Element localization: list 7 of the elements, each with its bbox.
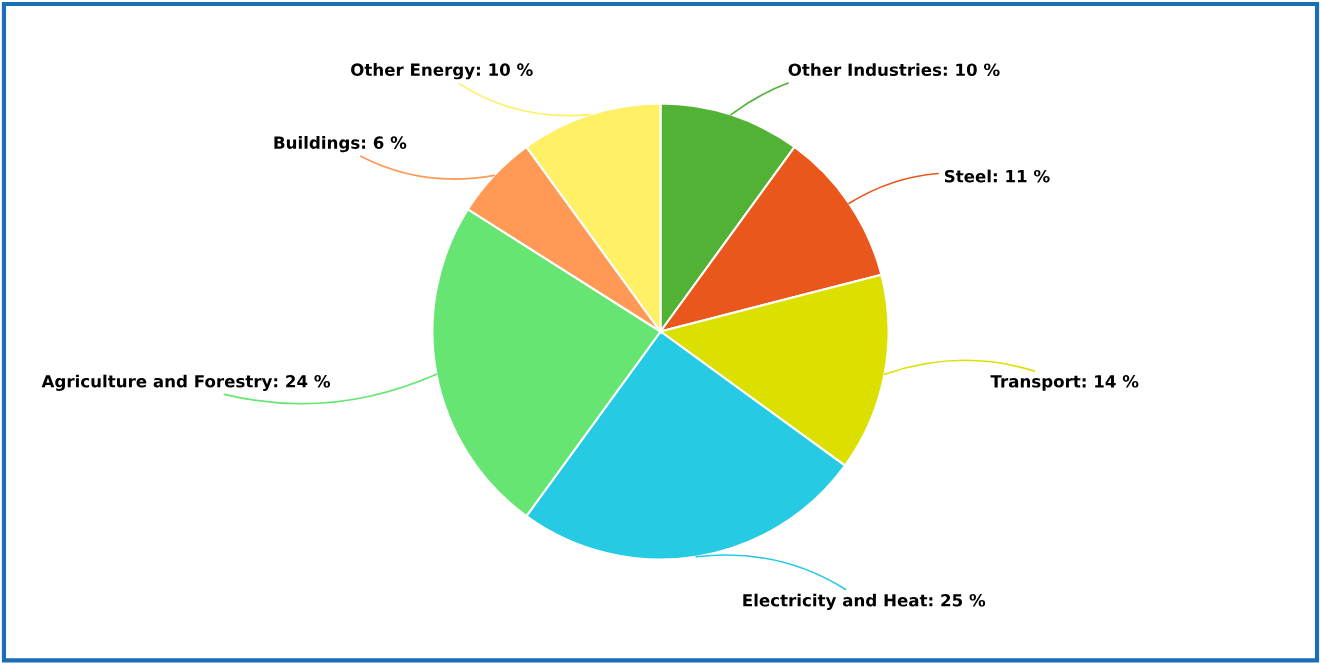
slice-label: Steel: 11 % [944,169,1050,183]
slice-label: Other Industries: 10 % [788,63,1000,77]
slice-label: Other Energy: 10 % [351,63,533,80]
slice-label: Transport: 14 % [990,375,1139,391]
slice-label: Agriculture and Forestry: 24 % [41,374,331,391]
slice-label: Electricity and Heat: 25 % [743,593,986,610]
slice-label: Buildings: 6 % [274,136,407,153]
